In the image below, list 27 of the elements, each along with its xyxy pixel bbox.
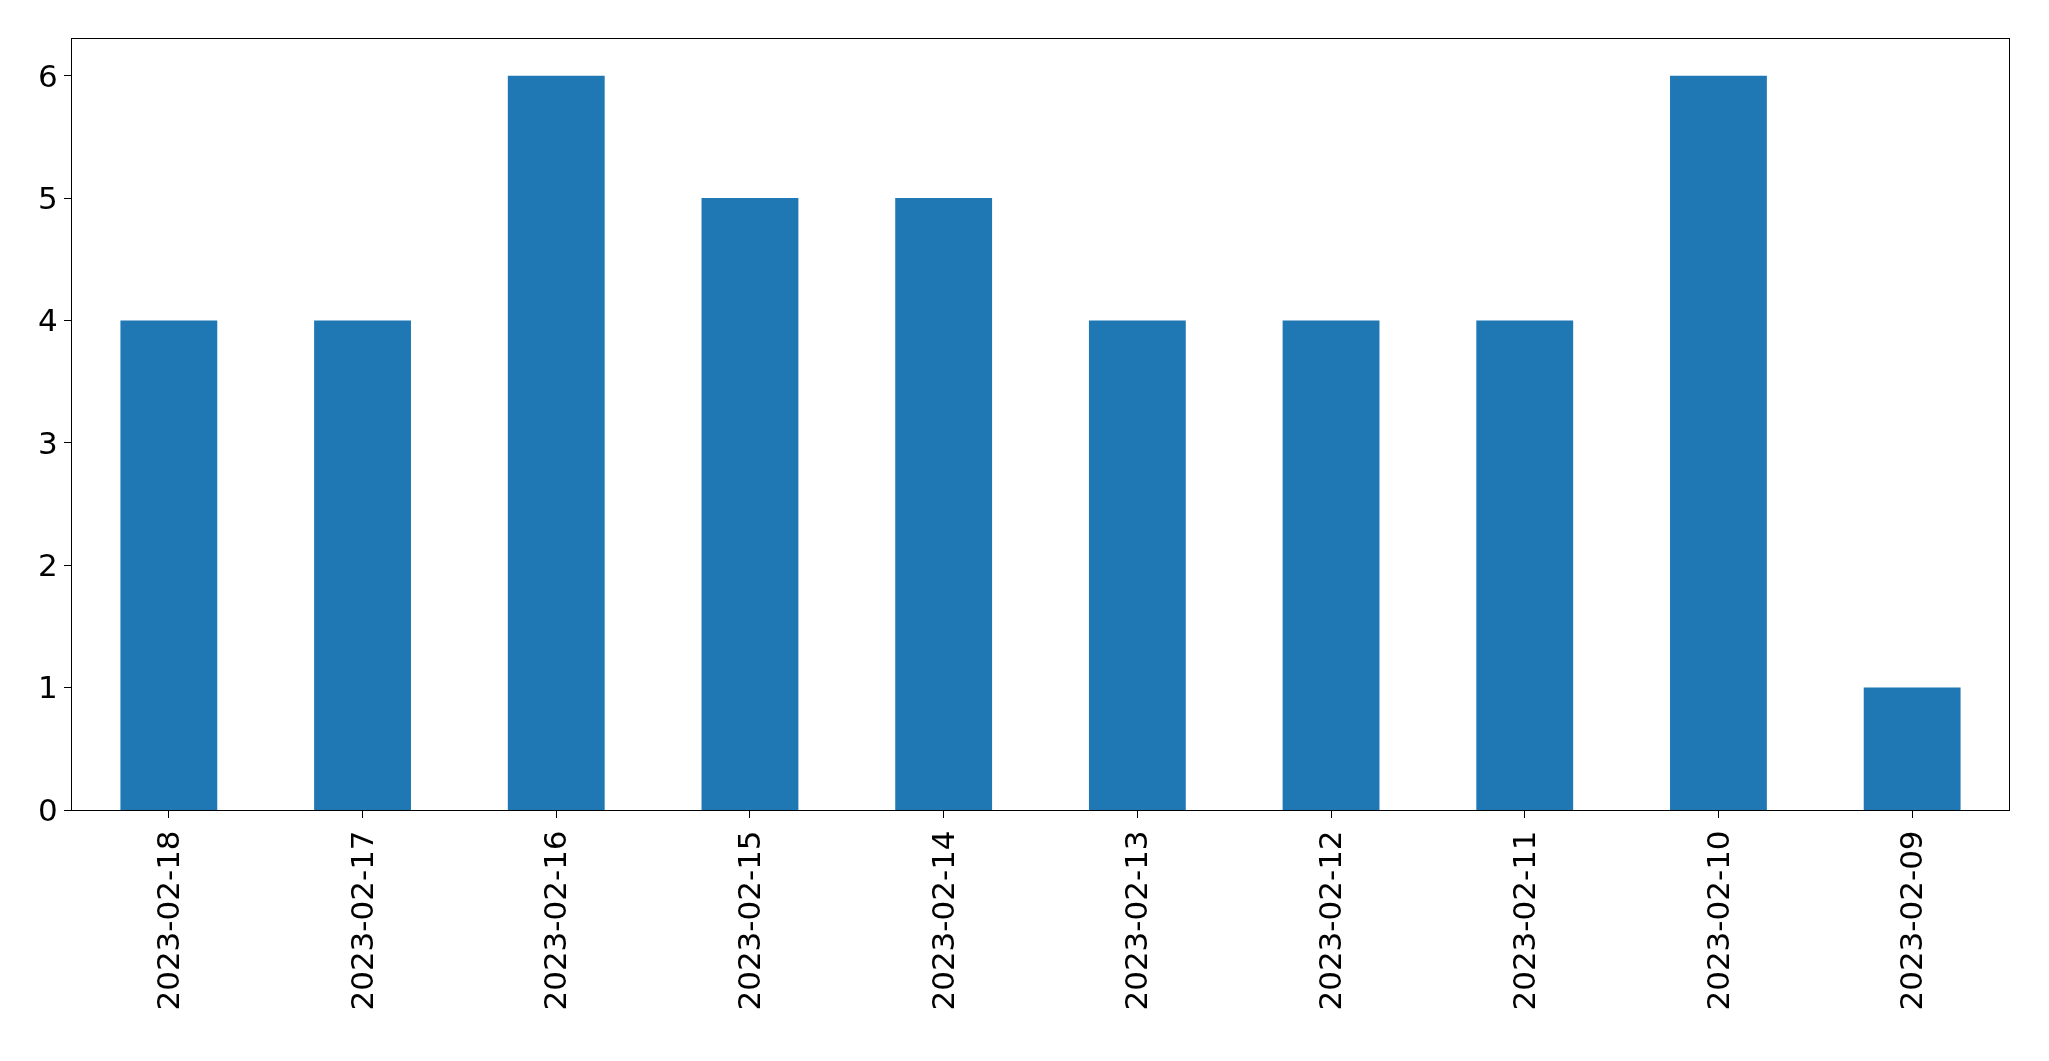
bar: [1670, 75, 1767, 810]
x-tick-label: 2023-02-12: [1312, 830, 1349, 1011]
bar: [1476, 320, 1574, 810]
x-tick-label: 2023-02-11: [1505, 830, 1542, 1011]
x-tick-label: 2023-02-15: [731, 830, 768, 1011]
y-tick-label: 2: [38, 547, 58, 584]
y-tick-label: 1: [38, 669, 58, 706]
bar: [314, 320, 411, 810]
bar: [1863, 687, 1961, 810]
x-tick-label: 2023-02-14: [924, 830, 961, 1011]
y-tick-label: 5: [38, 179, 58, 216]
y-tick-label: 3: [38, 424, 58, 461]
bar: [1088, 320, 1186, 810]
y-tick-label: 6: [38, 57, 58, 94]
x-tick-label: 2023-02-17: [343, 830, 380, 1011]
y-tick-label: 4: [38, 302, 58, 339]
bar: [895, 198, 993, 810]
x-tick-label: 2023-02-10: [1699, 830, 1736, 1011]
bar: [507, 75, 605, 810]
y-tick-label: 0: [38, 791, 58, 828]
x-tick-label: 2023-02-09: [1893, 830, 1930, 1011]
x-tick-label: 2023-02-13: [1118, 830, 1155, 1011]
bar: [701, 198, 799, 810]
x-tick-label: 2023-02-16: [537, 830, 574, 1011]
x-tick-label: 2023-02-18: [149, 830, 186, 1011]
bar: [1282, 320, 1380, 810]
bar: [120, 320, 218, 810]
